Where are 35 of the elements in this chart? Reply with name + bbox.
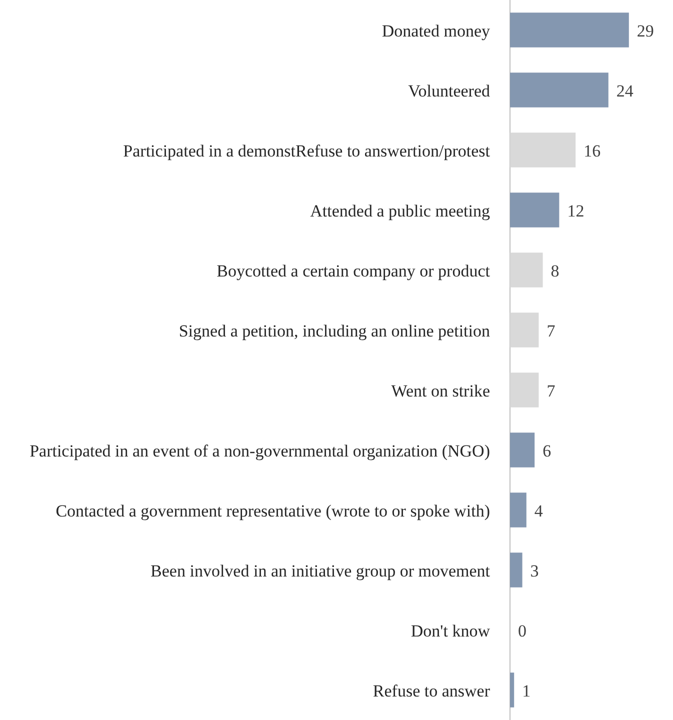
- data-label: 12: [567, 201, 584, 220]
- y-tick-label: Been involved in an initiative group or movement: [150, 561, 490, 580]
- y-tick-label: Don't know: [410, 621, 491, 640]
- y-tick-label: Refuse to answer: [372, 681, 490, 700]
- bar: [510, 492, 526, 528]
- y-tick-label: Attended a public meeting: [310, 201, 490, 220]
- bar: [510, 672, 514, 708]
- bar: [510, 252, 543, 288]
- y-tick-label: Contacted a government representative (wrote to or spoke with): [56, 501, 490, 520]
- data-label: 8: [550, 261, 560, 280]
- data-label: 7: [546, 321, 556, 340]
- data-label: 24: [616, 81, 634, 100]
- bar: [510, 312, 539, 348]
- bar: [510, 192, 560, 228]
- data-label: 6: [542, 441, 552, 460]
- data-label: 3: [530, 561, 539, 580]
- bar: [510, 132, 576, 168]
- bar: [510, 12, 629, 48]
- data-label: 7: [546, 381, 556, 400]
- data-label: 29: [636, 21, 654, 40]
- data-label: 16: [584, 141, 601, 160]
- data-label: 1: [522, 681, 531, 700]
- bar: [510, 72, 608, 108]
- y-tick-label: Participated in a demonstRefuse to answertion/protest: [123, 141, 490, 160]
- bar: [510, 432, 535, 468]
- y-tick-label: Donated money: [382, 21, 490, 40]
- data-label: 4: [534, 501, 544, 520]
- y-tick-label: Volunteered: [408, 81, 490, 100]
- bar: [510, 372, 539, 408]
- y-tick-label: Participated in an event of a non-governmental organization (NGO): [30, 441, 490, 460]
- y-tick-label: Went on strike: [391, 381, 490, 400]
- bar: [510, 552, 522, 588]
- data-label: 0: [518, 621, 526, 640]
- y-tick-label: Signed a petition, including an online petition: [178, 321, 490, 340]
- y-tick-label: Boycotted a certain company or product: [216, 261, 490, 280]
